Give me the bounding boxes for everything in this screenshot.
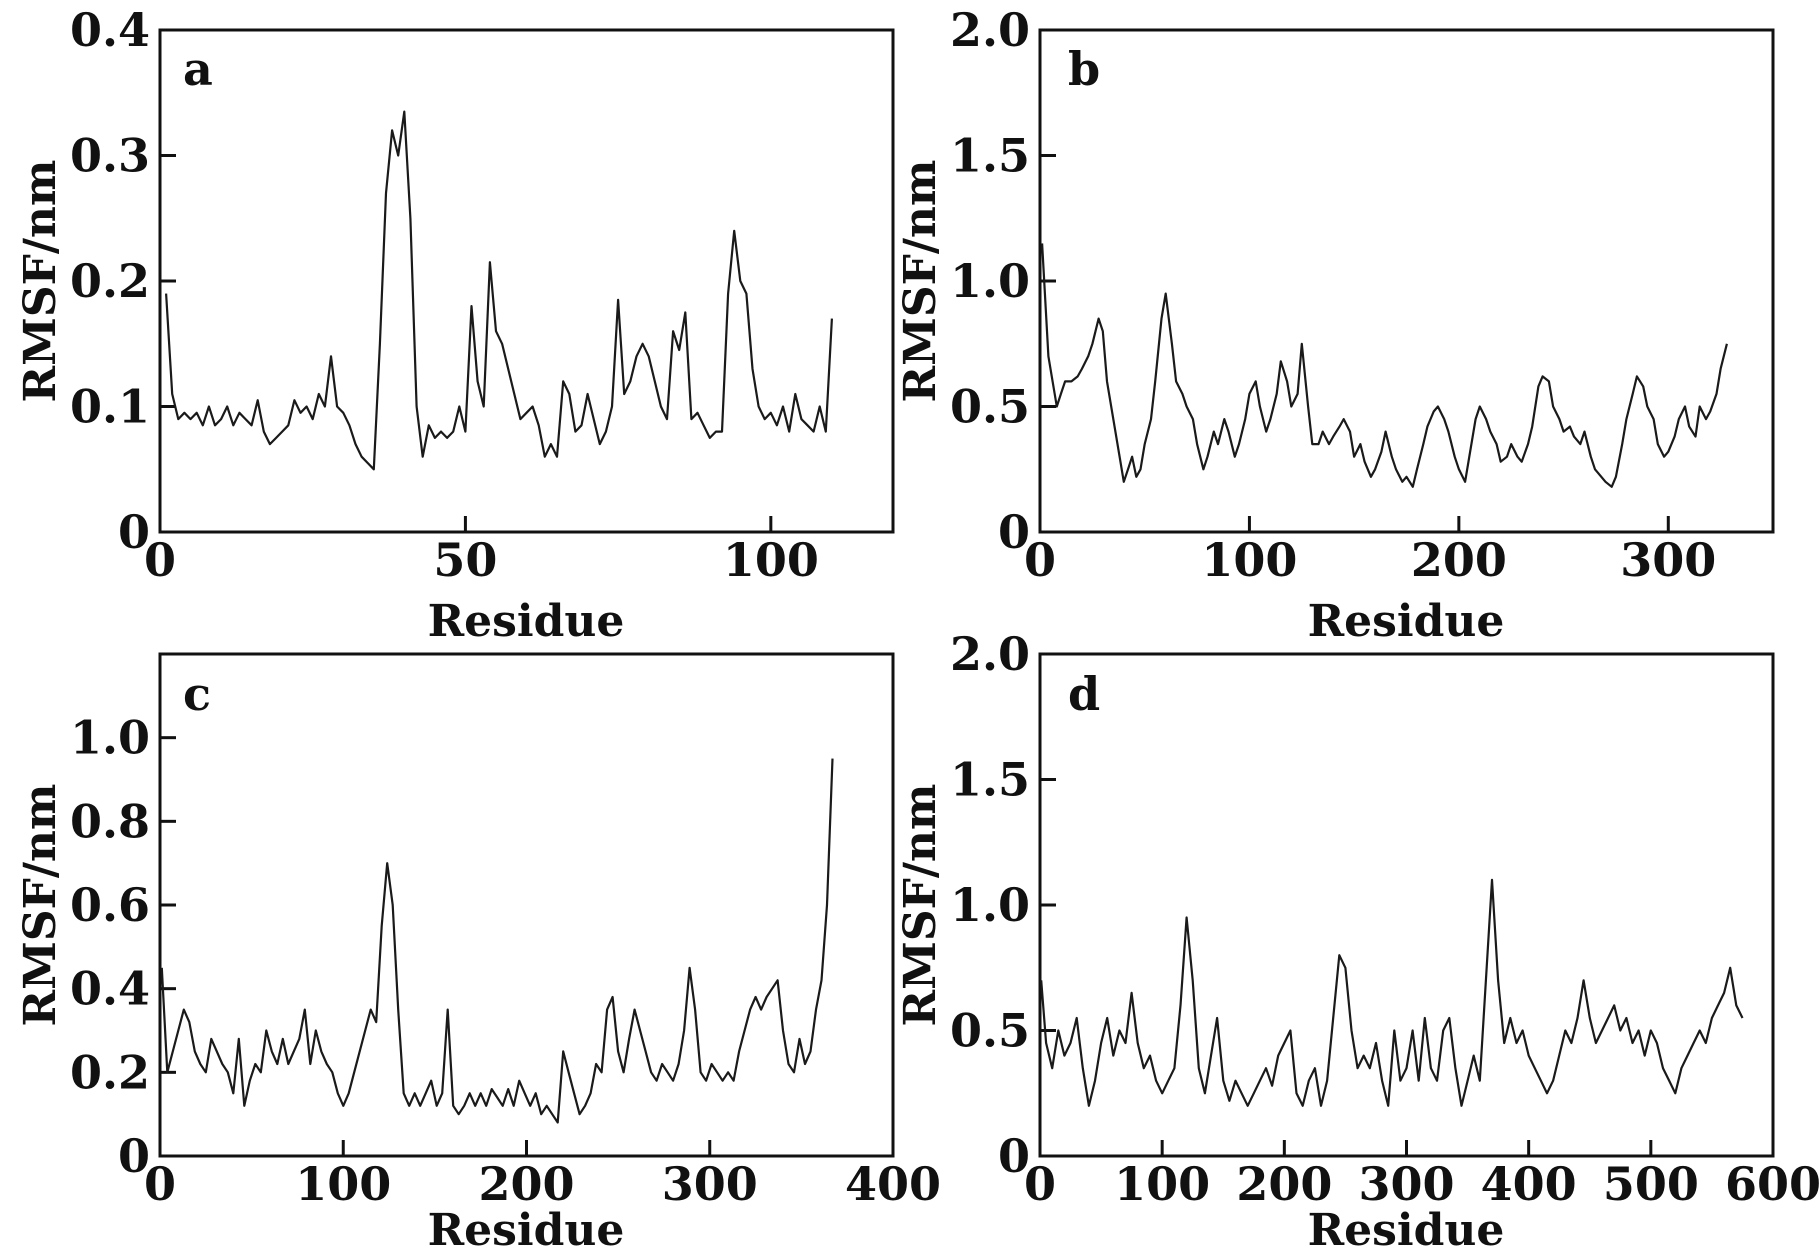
y-tick-label: 0 [998,1129,1030,1183]
x-tick-label: 100 [1201,533,1297,587]
panel-d: 0 100 200 300 400 500 600 0 0.5 1.0 1.5 2.0 d Resid… [895,627,1819,1251]
y-tick-label: 0.2 [70,254,150,308]
tick-marks [158,28,773,534]
y-tick-label: 0.6 [70,878,150,932]
y-tick-label: 0.4 [70,3,150,57]
y-axis-label: RMSF/nm [895,784,946,1027]
x-tick-label: 500 [1603,1157,1699,1211]
plot-frame [158,28,895,534]
panel-label: a [183,42,213,96]
y-tick-label: 2.0 [950,627,1030,681]
x-tick-label: 0 [1024,1157,1056,1211]
tick-labels: 0 50 100 0 0.1 0.2 0.3 0.4 [70,3,819,587]
x-tick-label: 100 [1114,1157,1210,1211]
panel-label: c [183,667,211,721]
y-tick-label: 1.0 [70,711,150,765]
y-tick-label: 0 [118,1129,150,1183]
x-tick-label: 0 [1024,533,1056,587]
y-axis-label: RMSF/nm [15,784,66,1027]
plot-frame [158,652,895,1158]
x-tick-label: 100 [723,533,819,587]
panel-label: d [1068,667,1100,721]
x-tick-label: 200 [1411,533,1507,587]
rmsf-series-line [1041,243,1728,488]
y-tick-label: 0.2 [70,1045,150,1099]
y-tick-label: 1.5 [950,753,1030,807]
y-tick-label: 1.0 [950,254,1030,308]
x-tick-label: 300 [1358,1157,1454,1211]
y-tick-label: 1.5 [950,129,1030,183]
tick-labels: 0 100 200 300 400 0 0.2 0.4 0.6 0.8 1.0 [70,711,941,1211]
tick-marks [1038,652,1775,1158]
x-axis-label: Residue [428,596,625,647]
tick-labels: 0 100 200 300 0 0.5 1.0 1.5 2.0 [950,3,1716,587]
x-tick-label: 0 [144,1157,176,1211]
x-tick-label: 600 [1725,1157,1819,1211]
y-tick-label: 1.0 [950,878,1030,932]
tick-labels: 0 100 200 300 400 500 600 0 0.5 1.0 1.5 2.0 [950,627,1819,1211]
x-tick-label: 400 [1481,1157,1577,1211]
x-axis-label: Residue [1308,596,1505,647]
x-tick-label: 100 [295,1157,391,1211]
y-tick-label: 0.1 [70,380,150,434]
rmsf-series-line [160,758,834,1124]
x-tick-label: 300 [662,1157,758,1211]
plot-frame [1038,652,1775,1158]
tick-marks [1038,28,1670,534]
x-tick-label: 50 [433,533,497,587]
tick-marks [158,736,895,1158]
x-tick-label: 200 [1236,1157,1332,1211]
y-tick-label: 0.5 [950,1004,1030,1058]
x-tick-label: 200 [478,1157,574,1211]
x-axis-label: Residue [428,1205,625,1251]
y-tick-label: 0.4 [70,962,150,1016]
y-axis-label: RMSF/nm [15,160,66,403]
x-tick-label: 0 [144,533,176,587]
rmsf-series-line [1040,878,1744,1107]
x-tick-label: 400 [845,1157,941,1211]
panel-b: 0 100 200 300 0 0.5 1.0 1.5 2.0 b Residue RMSF/n… [895,3,1775,647]
rmsf-series-line [165,110,833,471]
y-tick-label: 0 [998,505,1030,559]
y-tick-label: 0.3 [70,129,150,183]
y-tick-label: 0.8 [70,794,150,848]
y-axis-label: RMSF/nm [895,160,946,403]
x-axis-label: Residue [1308,1205,1505,1251]
y-tick-label: 0 [118,505,150,559]
x-tick-label: 300 [1620,533,1716,587]
panel-label: b [1068,42,1100,96]
y-tick-label: 2.0 [950,3,1030,57]
panel-a: 0 50 100 0 0.1 0.2 0.3 0.4 a Residue RMSF/nm [15,3,895,647]
y-tick-label: 0.5 [950,380,1030,434]
